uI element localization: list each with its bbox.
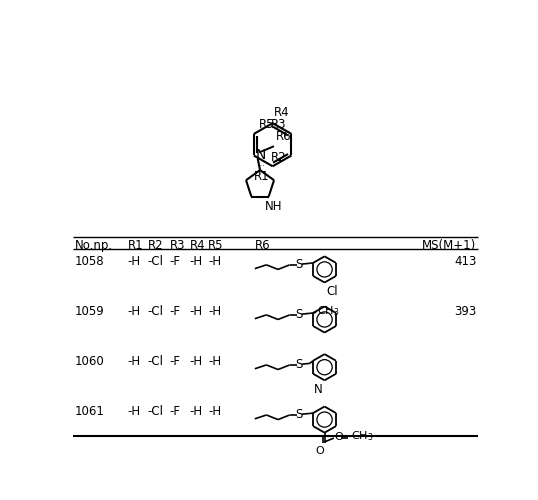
Text: -H: -H (208, 305, 222, 318)
Text: -F: -F (169, 405, 181, 418)
Text: -H: -H (190, 255, 203, 268)
Text: ...: ... (257, 160, 265, 168)
Text: -H: -H (128, 305, 141, 318)
Text: R2: R2 (148, 240, 164, 252)
Text: No.np.: No.np. (75, 240, 113, 252)
Text: N: N (314, 382, 323, 396)
Text: -F: -F (169, 255, 181, 268)
Text: R3: R3 (169, 240, 185, 252)
Text: 1061: 1061 (75, 405, 105, 418)
Text: -H: -H (190, 405, 203, 418)
Text: N: N (256, 148, 266, 162)
Text: -H: -H (208, 355, 222, 368)
Text: S: S (295, 308, 303, 320)
Text: R6: R6 (255, 240, 271, 252)
Text: CH$_3$: CH$_3$ (317, 304, 339, 318)
Text: R2: R2 (271, 150, 287, 164)
Text: R1: R1 (254, 170, 270, 183)
Text: S: S (295, 358, 303, 370)
Text: S: S (295, 408, 303, 420)
Text: MS(M+1): MS(M+1) (422, 240, 477, 252)
Text: S: S (295, 258, 303, 270)
Text: -Cl: -Cl (148, 255, 164, 268)
Text: CH$_3$: CH$_3$ (351, 430, 373, 444)
Text: -H: -H (128, 255, 141, 268)
Text: 413: 413 (454, 255, 477, 268)
Text: -H: -H (208, 255, 222, 268)
Text: Cl: Cl (326, 285, 338, 298)
Text: O: O (335, 432, 343, 442)
Text: R5: R5 (258, 118, 274, 131)
Text: -Cl: -Cl (148, 405, 164, 418)
Text: 393: 393 (454, 305, 477, 318)
Text: R6: R6 (277, 130, 292, 143)
Text: 1060: 1060 (75, 355, 105, 368)
Text: R5: R5 (208, 240, 224, 252)
Text: R1: R1 (128, 240, 143, 252)
Text: -Cl: -Cl (148, 355, 164, 368)
Text: 1059: 1059 (75, 305, 105, 318)
Text: R4: R4 (190, 240, 206, 252)
Text: -Cl: -Cl (148, 305, 164, 318)
Text: -H: -H (190, 355, 203, 368)
Text: -H: -H (128, 355, 141, 368)
Text: -H: -H (128, 405, 141, 418)
Text: NH: NH (265, 200, 282, 213)
Text: -F: -F (169, 305, 181, 318)
Text: -H: -H (190, 305, 203, 318)
Text: O: O (315, 446, 324, 456)
Text: 1058: 1058 (75, 255, 104, 268)
Text: -F: -F (169, 355, 181, 368)
Text: R4: R4 (274, 106, 290, 118)
Text: -H: -H (208, 405, 222, 418)
Text: R3: R3 (271, 118, 287, 131)
